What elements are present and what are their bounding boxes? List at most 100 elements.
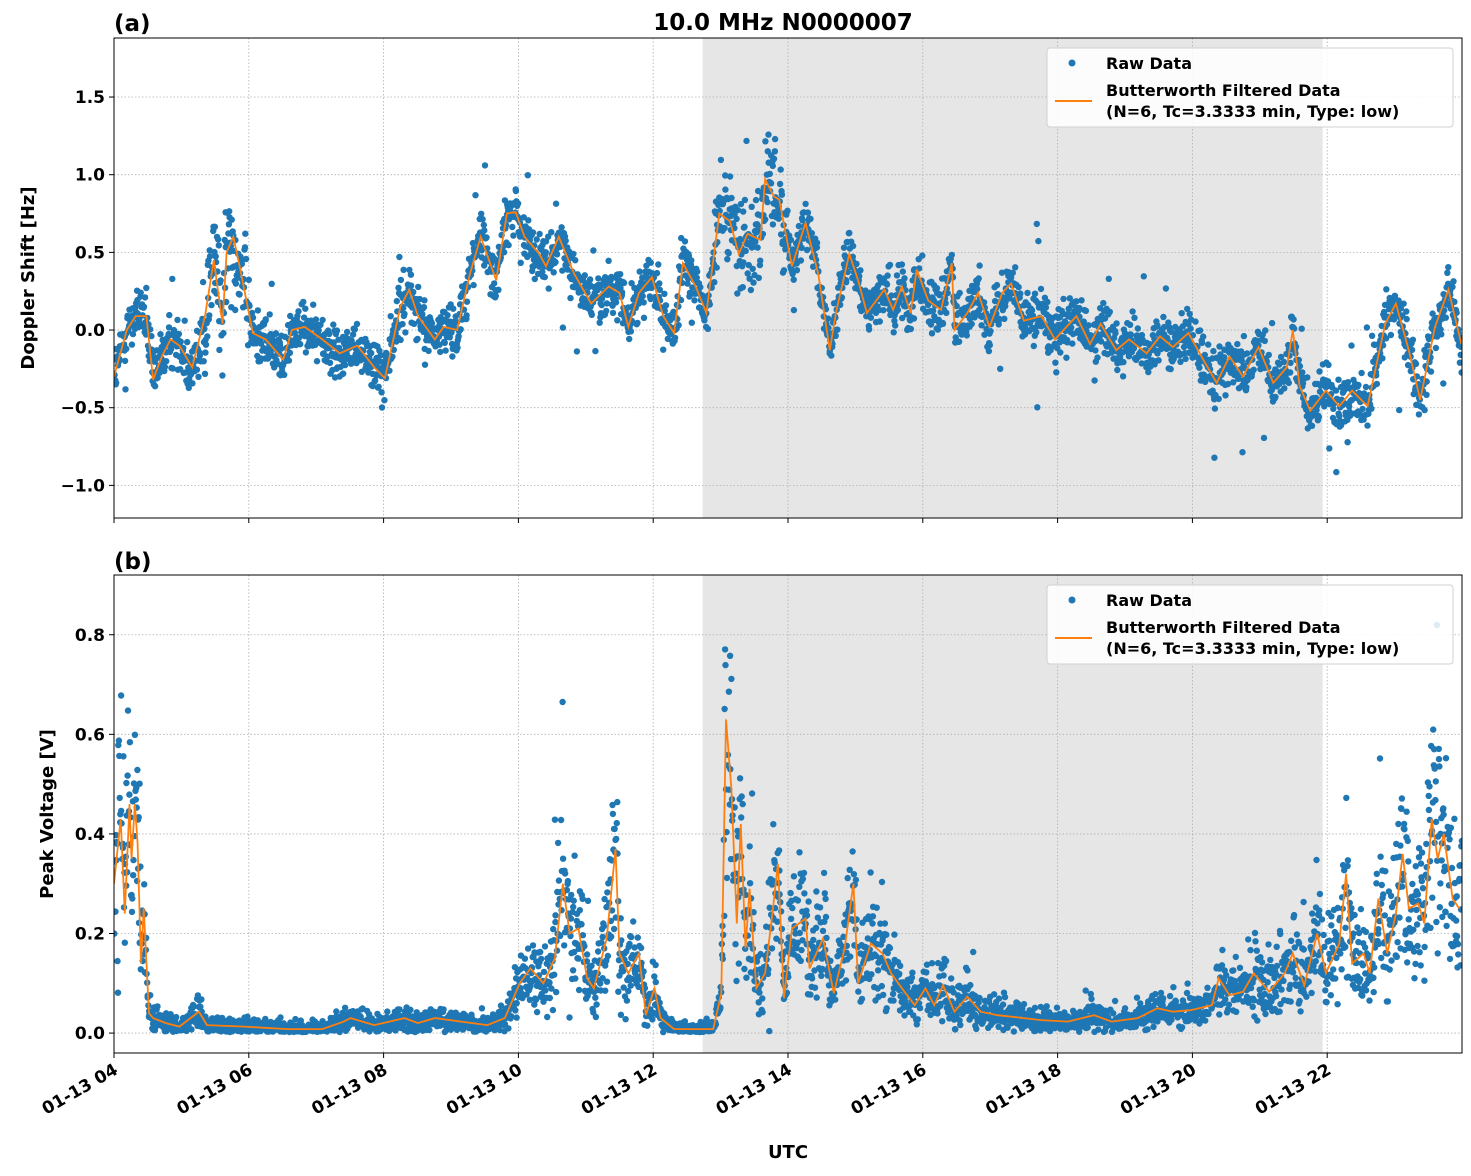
raw-data-point — [592, 348, 598, 354]
raw-data-point — [718, 157, 724, 163]
raw-data-point — [546, 285, 552, 291]
raw-data-point — [152, 383, 158, 389]
raw-data-point — [542, 274, 548, 280]
raw-data-point — [505, 242, 511, 248]
raw-data-point — [754, 244, 760, 250]
raw-data-point — [572, 257, 578, 263]
raw-data-point — [778, 166, 784, 172]
raw-data-point — [483, 234, 489, 240]
raw-data-point — [771, 156, 777, 162]
raw-data-point — [547, 995, 553, 1001]
raw-data-point — [1155, 357, 1161, 363]
raw-data-point — [1100, 300, 1106, 306]
raw-data-point — [246, 277, 252, 283]
raw-data-point — [310, 302, 316, 308]
raw-data-point — [233, 280, 239, 286]
raw-data-point — [788, 916, 794, 922]
raw-data-point — [880, 307, 886, 313]
raw-data-point — [794, 267, 800, 273]
raw-data-point — [1269, 320, 1275, 326]
raw-data-point — [216, 242, 222, 248]
raw-data-point — [600, 934, 606, 940]
raw-data-point — [1001, 316, 1007, 322]
raw-data-point — [133, 796, 139, 802]
raw-data-point — [1358, 370, 1364, 376]
raw-data-point — [1168, 366, 1174, 372]
raw-data-point — [611, 926, 617, 932]
raw-data-point — [610, 811, 616, 817]
raw-data-point — [850, 243, 856, 249]
raw-data-point — [740, 208, 746, 214]
raw-data-point — [1290, 316, 1296, 322]
raw-data-point — [976, 262, 982, 268]
raw-data-point — [1083, 308, 1089, 314]
raw-data-point — [813, 888, 819, 894]
raw-data-point — [810, 937, 816, 943]
raw-data-point — [1221, 354, 1227, 360]
raw-data-point — [136, 781, 142, 787]
raw-data-point — [243, 256, 249, 262]
raw-data-point — [537, 949, 543, 955]
raw-data-point — [559, 267, 565, 273]
raw-data-point — [1024, 290, 1030, 296]
raw-data-point — [655, 261, 661, 267]
raw-data-point — [742, 197, 748, 203]
raw-data-point — [215, 236, 221, 242]
raw-data-point — [118, 692, 124, 698]
raw-data-point — [440, 1006, 446, 1012]
raw-data-point — [330, 321, 336, 327]
raw-data-point — [624, 997, 630, 1003]
raw-data-point — [561, 942, 567, 948]
raw-data-point — [828, 352, 834, 358]
raw-data-point — [1032, 291, 1038, 297]
raw-data-point — [857, 267, 863, 273]
raw-data-point — [800, 876, 806, 882]
raw-data-point — [766, 1028, 772, 1034]
raw-data-point — [267, 311, 273, 317]
raw-data-point — [887, 262, 893, 268]
raw-data-point — [750, 279, 756, 285]
raw-data-point — [444, 312, 450, 318]
raw-data-point — [732, 941, 738, 947]
raw-data-point — [613, 836, 619, 842]
raw-data-point — [1128, 331, 1134, 337]
raw-data-point — [823, 914, 829, 920]
raw-data-point — [1163, 285, 1169, 291]
raw-data-point — [1443, 315, 1449, 321]
raw-data-point — [408, 282, 414, 288]
legend-filtered-params: (N=6, Tc=3.3333 min, Type: low) — [1106, 102, 1399, 121]
raw-data-point — [614, 799, 620, 805]
raw-data-point — [296, 335, 302, 341]
raw-data-point — [208, 302, 214, 308]
raw-data-point — [601, 923, 607, 929]
raw-data-point — [1069, 340, 1075, 346]
raw-data-point — [398, 277, 404, 283]
raw-data-point — [593, 1001, 599, 1007]
raw-data-point — [1368, 406, 1374, 412]
raw-data-point — [714, 264, 720, 270]
raw-data-point — [1222, 392, 1228, 398]
raw-data-point — [425, 348, 431, 354]
raw-data-point — [334, 327, 340, 333]
raw-data-point — [1286, 380, 1292, 386]
raw-data-point — [1403, 308, 1409, 314]
raw-data-point — [344, 329, 350, 335]
raw-data-point — [1043, 304, 1049, 310]
raw-data-point — [1449, 284, 1455, 290]
raw-data-point — [807, 216, 813, 222]
raw-data-point — [525, 172, 531, 178]
raw-data-point — [779, 926, 785, 932]
raw-data-point — [1127, 322, 1133, 328]
raw-data-point — [1053, 369, 1059, 375]
raw-data-point — [747, 843, 753, 849]
raw-data-point — [220, 330, 226, 336]
raw-data-point — [1199, 340, 1205, 346]
raw-data-point — [789, 905, 795, 911]
raw-data-point — [1251, 367, 1257, 373]
raw-data-point — [449, 353, 455, 359]
raw-data-point — [625, 988, 631, 994]
raw-data-point — [809, 975, 815, 981]
raw-data-point — [166, 312, 172, 318]
raw-data-point — [1413, 361, 1419, 367]
raw-data-point — [141, 304, 147, 310]
